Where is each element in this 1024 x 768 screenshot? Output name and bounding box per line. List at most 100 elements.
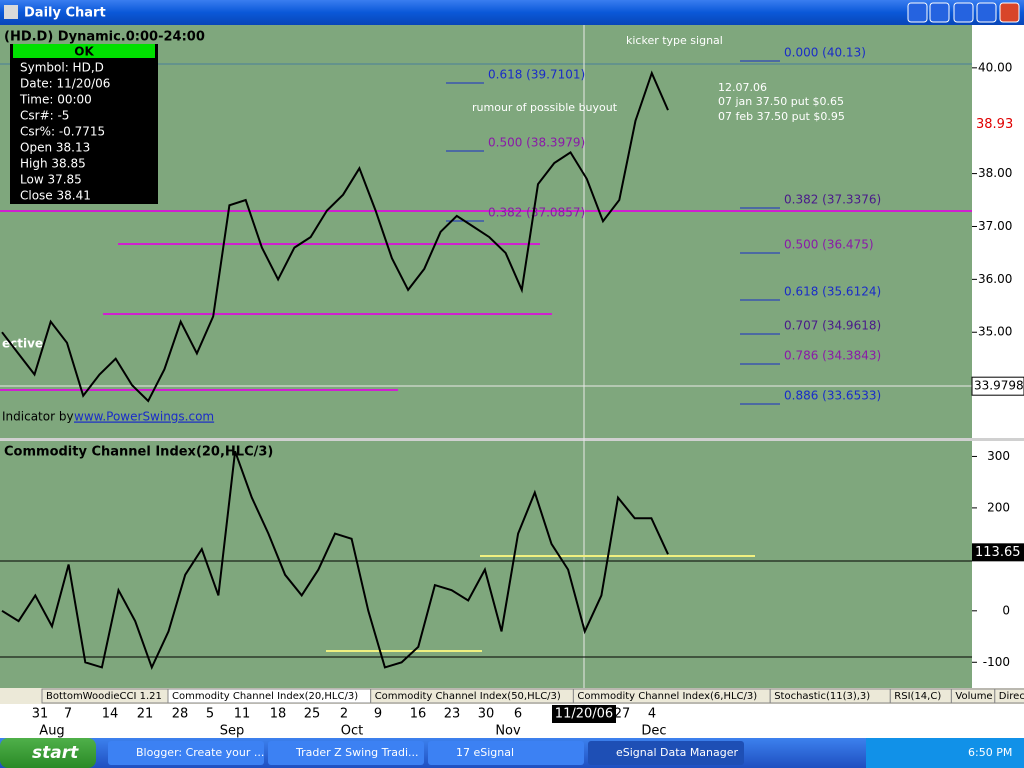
price-line [1,70,669,403]
start-label: start [32,743,79,763]
fib-label: 0.618 (35.6124) [784,285,881,299]
panel-divider [0,438,1024,441]
cci-value-label: 113.65 [975,545,1021,560]
tab-label: Directional [999,691,1024,702]
date-label: 2 [340,707,348,722]
annotation: rumour of possible buyout [472,101,618,114]
info-box: OK Symbol: HD,D Date: 11/20/06 Time: 00:00… [10,44,158,204]
system-tray [866,738,1024,768]
task-item[interactable] [108,741,264,765]
cursor-date-box [552,705,616,723]
fib-label: 0.618 (39.7101) [488,68,585,82]
info-row: Close 38.41 [20,189,91,203]
chart-header: (HD.D) Dynamic.0:00-24:00 [4,30,205,45]
date-label: 28 [172,707,189,722]
cci-tick-label: 0 [1002,603,1010,617]
task-label: Blogger: Create your ... [136,746,264,759]
cursor-price-label: 33.9798 [974,379,1024,393]
info-row: Open 38.13 [20,141,90,155]
annotation: ective [2,337,43,351]
fib-label: 0.382 (37.0857) [488,206,585,220]
annotation: 07 feb 37.50 put $0.95 [718,110,845,123]
fib-label: 0.000 (40.13) [784,46,866,60]
date-label: 11 [234,707,251,722]
tab-label: Volume [955,691,992,702]
info-status: OK [74,45,94,59]
fib-label: 0.500 (38.3979) [488,136,585,150]
link[interactable]: www.PowerSwings.com [74,410,214,424]
month-label: Dec [641,724,666,739]
tab-label: Commodity Channel Index(20,HLC/3) [172,691,358,702]
month-label: Sep [220,724,245,739]
annotation: 07 jan 37.50 put $0.65 [718,95,844,108]
info-status-bar [13,44,155,58]
month-label: Aug [39,724,64,739]
option-button[interactable] [929,2,950,23]
tab-label: RSI(14,C) [894,691,941,702]
info-row: Time: 00:00 [19,93,92,107]
task-item[interactable] [588,741,744,765]
info-row: Csr#: -5 [20,109,69,123]
info-row: Date: 11/20/06 [20,77,110,91]
price-tick-label: 36.00 [978,272,1012,286]
fib-label: 0.500 (36.475) [784,238,874,252]
title-bar [0,0,1024,25]
annotation: Indicator by [2,410,74,424]
tab[interactable] [994,688,1024,704]
date-label: 11/20/06 [555,707,613,722]
price-tick-label: 37.00 [978,219,1012,233]
tab-label: Stochastic(11(3),3) [774,691,870,702]
window-title: Daily Chart [24,6,106,21]
info-background [10,44,158,204]
date-axis [0,704,1024,738]
date-label: 27 [614,707,631,722]
price-tick-label: 35.00 [978,325,1012,339]
annotation: kicker type signal [626,34,723,47]
date-label: 18 [270,707,287,722]
tab-label: Commodity Channel Index(6,HLC/3) [577,691,757,702]
maximize-button[interactable] [976,2,997,23]
task-label: 17 eSignal [456,746,514,759]
date-label: 4 [648,707,656,722]
month-label: Oct [341,724,363,739]
minimize-button[interactable] [953,2,974,23]
last-price-label: 38.93 [976,117,1013,132]
task-item[interactable] [268,741,424,765]
date-label: 31 [32,707,49,722]
fib-label: 0.786 (34.3843) [784,349,881,363]
clock: 6:50 PM [968,746,1012,759]
date-label: 30 [478,707,495,722]
task-label: eSignal Data Manager [616,746,739,759]
price-panel [0,25,972,438]
date-label: 23 [444,707,461,722]
fib-label: 0.886 (33.6533) [784,389,881,403]
price-tick-label: 38.00 [978,166,1012,180]
month-label: Nov [495,724,521,739]
start-button[interactable] [0,738,96,768]
fib-label: 0.382 (37.3376) [784,193,881,207]
date-label: 21 [137,707,154,722]
price-tick-label: 40.00 [978,60,1012,74]
date-label: 7 [64,707,72,722]
date-label: 16 [410,707,427,722]
info-row: Csr%: -0.7715 [20,125,105,139]
cci-title: Commodity Channel Index(20,HLC/3) [4,445,273,460]
tab-label: BottomWoodieCCI 1.21 [46,691,162,702]
cci-value-box [972,543,1024,562]
date-label: 14 [102,707,119,722]
info-row: High 38.85 [20,157,86,171]
close-button[interactable] [999,2,1020,23]
date-label: 5 [206,707,214,722]
info-row: Symbol: HD,D [20,61,104,75]
menu-button[interactable] [907,2,928,23]
cci-tick-label: 300 [987,449,1010,463]
cci-line [1,450,669,671]
fib-label: 0.707 (34.9618) [784,319,881,333]
cci-axis [972,441,1024,688]
task-item[interactable] [428,741,584,765]
cci-tick-label: -100 [983,655,1010,669]
info-row: Low 37.85 [20,173,82,187]
task-label: Trader Z Swing Tradi... [295,746,419,759]
app-icon [4,5,18,19]
